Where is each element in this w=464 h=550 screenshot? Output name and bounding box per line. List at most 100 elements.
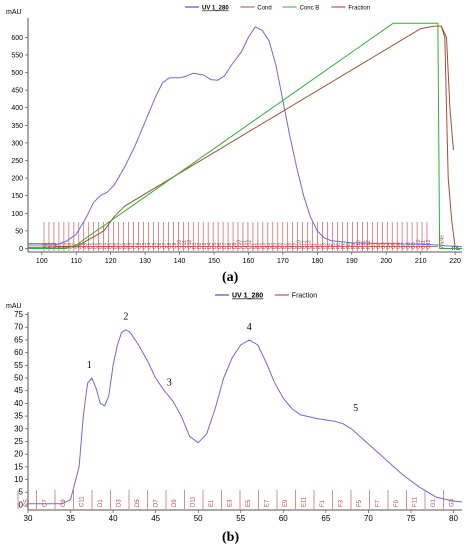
fraction-label: A5 xyxy=(63,243,69,249)
fraction-label: E8 xyxy=(286,243,292,249)
fraction-label: E7 xyxy=(282,243,288,249)
legend-entry: Conc B xyxy=(300,6,320,12)
x-tick-label: 35 xyxy=(66,514,75,523)
y-tick-label: 25 xyxy=(14,437,23,446)
fraction-label: E12 xyxy=(306,240,312,249)
fraction-label: B4 xyxy=(102,243,108,249)
x-tick-label: 190 xyxy=(346,258,358,265)
fraction-label: F7 xyxy=(341,243,347,249)
fraction-label: D12 xyxy=(247,240,253,249)
fraction-label: D10 xyxy=(237,240,243,249)
fraction-label: B2 xyxy=(92,243,98,249)
fraction-label: F6 xyxy=(336,243,342,249)
x-tick-label: 150 xyxy=(208,258,220,265)
x-tick-label: 170 xyxy=(277,258,289,265)
fraction-label: E7 xyxy=(265,499,271,507)
fraction-label: C3 xyxy=(142,242,148,249)
series-line xyxy=(28,22,462,249)
panel-b-label: (b) xyxy=(222,530,240,545)
fraction-label: F9 xyxy=(394,499,400,507)
fraction-label: B5 xyxy=(107,243,113,249)
y-tick-label: 65 xyxy=(14,335,23,344)
fraction-label: A2 xyxy=(48,243,54,249)
fraction-label: E6 xyxy=(277,243,283,249)
fraction-label: G9 xyxy=(411,242,417,249)
y-tick-label: 50 xyxy=(14,374,23,383)
fraction-label: D11 xyxy=(191,496,197,507)
fraction-label: D1 xyxy=(192,242,198,249)
fraction-label: D2 xyxy=(197,242,203,249)
fraction-label: G1 xyxy=(371,242,377,249)
y-tick-label: 35 xyxy=(14,412,23,421)
x-tick-label: 45 xyxy=(151,514,160,523)
y-tick-label: 60 xyxy=(14,348,23,357)
y-tick-label: 550 xyxy=(11,52,23,59)
fraction-label: E5 xyxy=(272,243,278,249)
y-tick-label: 500 xyxy=(11,70,23,77)
fraction-label: E9 xyxy=(291,243,297,249)
y-tick-label: 100 xyxy=(11,211,23,218)
y-tick-label: 75 xyxy=(14,310,23,319)
fraction-label: G2 xyxy=(376,242,382,249)
y-tick-label: 15 xyxy=(14,462,23,471)
fraction-label: G4 xyxy=(386,242,392,249)
fraction-label: C8 xyxy=(167,242,173,249)
fraction-label: E9 xyxy=(283,499,289,507)
y-tick-label: 0 xyxy=(19,500,24,509)
y-tick-label: 70 xyxy=(14,323,23,332)
fraction-label: D9 xyxy=(172,499,178,507)
fraction-label: F4 xyxy=(326,243,332,249)
fraction-label: A4 xyxy=(58,243,64,249)
peak-label: 3 xyxy=(167,378,172,389)
fraction-label: D3 xyxy=(202,242,208,249)
y-tick-label: 30 xyxy=(14,424,23,433)
fraction-label: G6 xyxy=(396,242,402,249)
fraction-label: A9 xyxy=(83,243,89,249)
fraction-label: D7 xyxy=(222,242,228,249)
legend-entry: Fraction xyxy=(348,6,370,12)
fraction-label: F1 xyxy=(320,499,326,507)
legend-entry: Fraction xyxy=(292,293,317,300)
fraction-label: F11 xyxy=(361,241,367,249)
y-tick-label: 40 xyxy=(14,399,23,408)
series-line xyxy=(28,26,463,248)
fraction-label: B9 xyxy=(127,243,133,249)
y-axis-label: mAU xyxy=(6,303,22,310)
fraction-label: A7 xyxy=(73,243,79,249)
legend-entry: UV 1_280 xyxy=(232,293,263,300)
fraction-label: A1 xyxy=(43,243,49,249)
fraction-label: G7 xyxy=(401,242,407,249)
fraction-label: F5 xyxy=(357,499,363,507)
fraction-label: F9 xyxy=(351,243,357,249)
y-tick-label: 400 xyxy=(11,105,23,112)
x-tick-label: 75 xyxy=(406,514,415,523)
y-tick-label: 5 xyxy=(19,488,24,497)
fraction-label: C2 xyxy=(137,242,143,249)
x-tick-label: 55 xyxy=(236,514,245,523)
fraction-label: G3 xyxy=(450,498,456,507)
x-tick-label: 130 xyxy=(139,258,151,265)
x-tick-label: 40 xyxy=(109,514,118,523)
fraction-label: C10 xyxy=(177,240,183,249)
peak-label: 4 xyxy=(247,322,252,333)
fraction-label: D1 xyxy=(98,499,104,507)
fraction-label: C7 xyxy=(162,242,168,249)
fraction-label: F11 xyxy=(413,496,419,507)
y-tick-label: 200 xyxy=(11,176,23,183)
fraction-label: C5 xyxy=(152,242,158,249)
fraction-label: E1 xyxy=(209,499,215,507)
panel-a-label: (a) xyxy=(222,270,239,285)
x-tick-label: 180 xyxy=(311,258,323,265)
fraction-label: G1 xyxy=(431,498,437,507)
fraction-label: A6 xyxy=(68,243,74,249)
fraction-label: C12 xyxy=(187,240,193,249)
y-tick-label: 450 xyxy=(11,88,23,95)
fraction-label: B8 xyxy=(122,243,128,249)
x-tick-label: 210 xyxy=(415,258,427,265)
fraction-label: D7 xyxy=(154,499,160,507)
peak-label: 1 xyxy=(87,360,92,371)
x-tick-label: 110 xyxy=(71,258,82,265)
y-tick-label: 0 xyxy=(19,246,23,253)
fraction-label: C7 xyxy=(43,499,49,507)
